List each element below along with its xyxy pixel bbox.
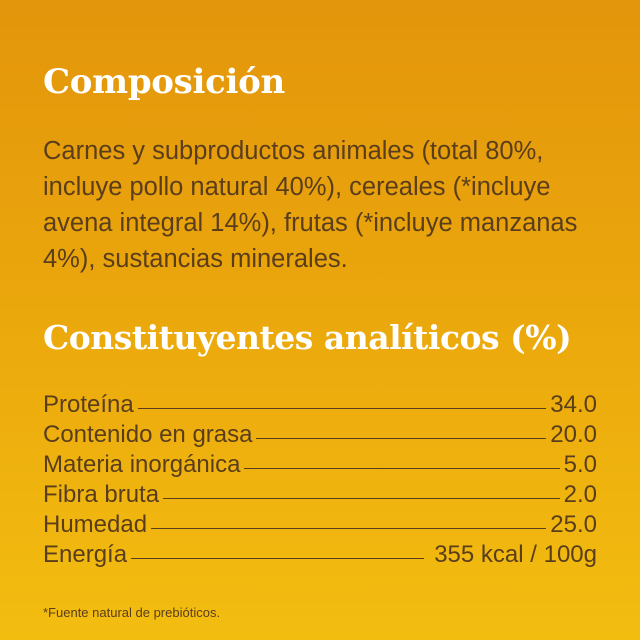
dotted-leader bbox=[244, 468, 560, 469]
dotted-leader bbox=[131, 558, 425, 559]
row-label: Humedad bbox=[43, 511, 148, 538]
row-value: 34.0 bbox=[550, 391, 597, 418]
dotted-leader bbox=[137, 408, 547, 409]
analytical-row-ash: Materia inorgánica 5.0 bbox=[43, 451, 597, 481]
row-value: 25.0 bbox=[550, 511, 597, 538]
analytical-heading: Constituyentes analíticos (%) bbox=[43, 318, 572, 357]
row-value: 2.0 bbox=[563, 481, 597, 508]
footnote: *Fuente natural de prebióticos. bbox=[43, 605, 221, 620]
dotted-leader bbox=[163, 498, 560, 499]
composition-text: Carnes y subproductos animales (total 80… bbox=[43, 137, 578, 273]
row-label: Contenido en grasa bbox=[43, 421, 253, 448]
analytical-row-fiber: Fibra bruta 2.0 bbox=[43, 481, 597, 511]
composition-heading: Composición bbox=[43, 62, 285, 102]
analytical-row-energy: Energía 355 kcal / 100g bbox=[43, 541, 597, 571]
row-label: Energía bbox=[43, 541, 128, 568]
dotted-leader bbox=[256, 438, 547, 439]
analytical-row-protein: Proteína 34.0 bbox=[43, 391, 597, 421]
analytical-row-moisture: Humedad 25.0 bbox=[43, 511, 597, 541]
row-value: 355 kcal / 100g bbox=[434, 541, 597, 568]
row-label: Proteína bbox=[43, 391, 134, 418]
dotted-leader bbox=[151, 528, 547, 529]
analytical-table: Proteína 34.0 Contenido en grasa 20.0 Ma… bbox=[43, 391, 597, 571]
row-value: 5.0 bbox=[563, 451, 597, 478]
row-label: Materia inorgánica bbox=[43, 451, 241, 478]
row-label: Fibra bruta bbox=[43, 481, 160, 508]
analytical-row-fat: Contenido en grasa 20.0 bbox=[43, 421, 597, 451]
row-value: 20.0 bbox=[550, 421, 597, 448]
